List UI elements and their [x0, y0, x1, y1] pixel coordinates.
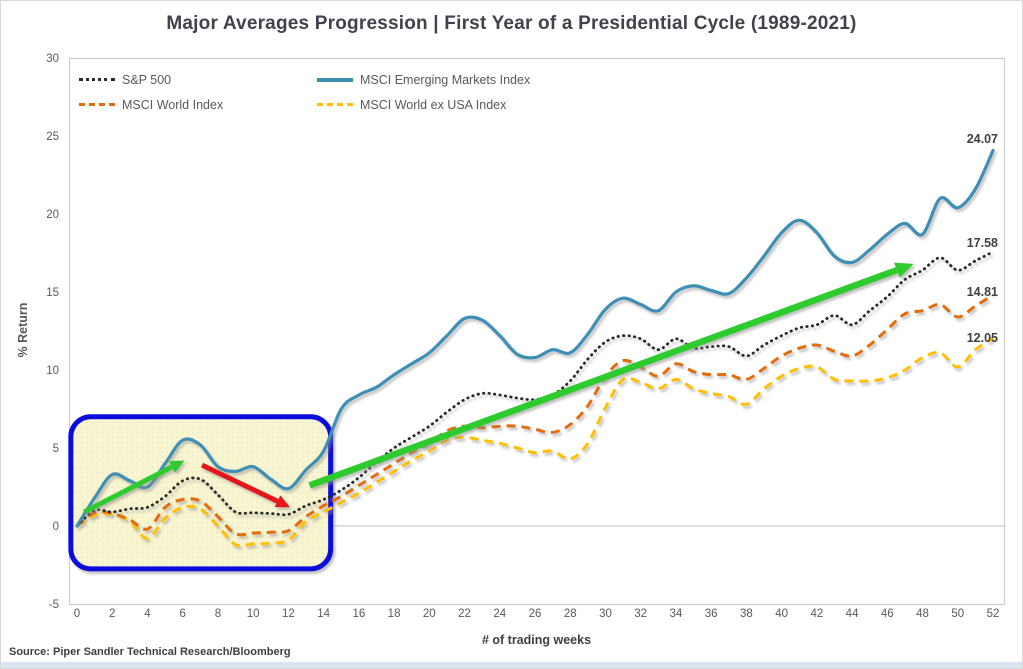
legend-label-msci-world-ex-usa: MSCI World ex USA Index	[360, 97, 507, 112]
y-tick-label: 25	[46, 131, 59, 143]
x-tick-label: 50	[951, 608, 964, 620]
x-tick-label: 28	[564, 608, 577, 620]
bottom-highlight-strip	[1, 662, 1022, 668]
x-tick-label: 12	[282, 608, 295, 620]
y-tick-label: 0	[53, 521, 59, 533]
legend-label-msci-em: MSCI Emerging Markets Index	[360, 72, 531, 87]
x-tick-label: 2	[109, 608, 115, 620]
source-attribution: Source: Piper Sandler Technical Research…	[9, 646, 291, 658]
x-tick-label: 20	[423, 608, 436, 620]
end-label-msci-world-ex-usa-index: 12.05	[966, 331, 998, 346]
x-tick-label: 52	[987, 608, 1000, 620]
green-up-arrow-long	[308, 262, 914, 489]
x-tick-label: 44	[846, 608, 859, 620]
series-line-msci-world-index	[76, 293, 994, 537]
series-line-s-p-500	[75, 250, 995, 528]
x-tick-label: 16	[352, 608, 365, 620]
annotation-arrows	[82, 262, 914, 515]
y-tick-label: 5	[53, 443, 59, 455]
legend-item-msci-world-ex-usa: MSCI World ex USA Index	[317, 98, 506, 112]
end-label-msci-world-index: 14.81	[966, 284, 998, 299]
x-tick-label: 48	[916, 608, 929, 620]
y-tick-label: -5	[49, 599, 59, 611]
legend-row-1: S&P 500 MSCI Emerging Markets Index	[79, 67, 699, 92]
x-tick-label: 38	[740, 608, 753, 620]
x-tick-label: 4	[144, 608, 151, 620]
x-tick-label: 10	[247, 608, 260, 620]
red-down-arrow	[200, 462, 291, 508]
end-label-s-p-500: 17.58	[966, 235, 998, 250]
x-axis-title: # of trading weeks	[481, 633, 592, 647]
y-tick-label: 15	[46, 287, 59, 299]
chart-title: Major Averages Progression | First Year …	[166, 13, 857, 34]
series-line-msci-emerging-markets-index	[75, 148, 995, 528]
x-tick-label: 42	[810, 608, 823, 620]
x-tick-label: 0	[74, 608, 80, 620]
green-up-arrow-early	[82, 460, 185, 515]
x-tick-label: 40	[775, 608, 788, 620]
x-tick-label: 8	[215, 608, 221, 620]
x-tick-label: 14	[317, 608, 330, 620]
x-tick-label: 6	[179, 608, 185, 620]
legend-item-sp500: S&P 500	[79, 73, 317, 87]
x-tick-label: 18	[388, 608, 401, 620]
x-tick-label: 24	[493, 608, 506, 620]
x-tick-label: 26	[529, 608, 542, 620]
x-tick-label: 22	[458, 608, 471, 620]
end-label-msci-emerging-markets-index: 24.07	[966, 131, 998, 146]
y-axis-title: % Return	[16, 302, 30, 358]
x-tick-label: 36	[705, 608, 718, 620]
sp500-line-swatch-icon	[79, 78, 115, 81]
msci-world-ex-usa-line-swatch-icon	[317, 103, 353, 106]
legend-row-2: MSCI World Index MSCI World ex USA Index	[79, 92, 699, 117]
y-tick-label: 30	[46, 53, 59, 65]
legend-label-sp500: S&P 500	[122, 72, 172, 87]
legend-item-msci-world: MSCI World Index	[79, 98, 317, 112]
highlight-box-weeks-0-14	[68, 414, 334, 572]
y-tick-label: 20	[46, 209, 59, 221]
series-line-msci-world-ex-usa-index	[76, 336, 994, 548]
x-tick-label: 34	[670, 608, 683, 620]
y-tick-label: 10	[46, 365, 59, 377]
x-tick-label: 30	[599, 608, 612, 620]
x-tick-label: 32	[634, 608, 647, 620]
plot-border	[69, 58, 1005, 605]
legend: S&P 500 MSCI Emerging Markets Index MSCI…	[79, 67, 699, 117]
series-lines	[75, 148, 995, 548]
legend-item-msci-em: MSCI Emerging Markets Index	[317, 73, 530, 87]
legend-label-msci-world: MSCI World Index	[122, 97, 224, 112]
x-tick-label: 46	[881, 608, 894, 620]
msci-world-line-swatch-icon	[79, 103, 115, 106]
msci-em-line-swatch-icon	[317, 77, 353, 82]
